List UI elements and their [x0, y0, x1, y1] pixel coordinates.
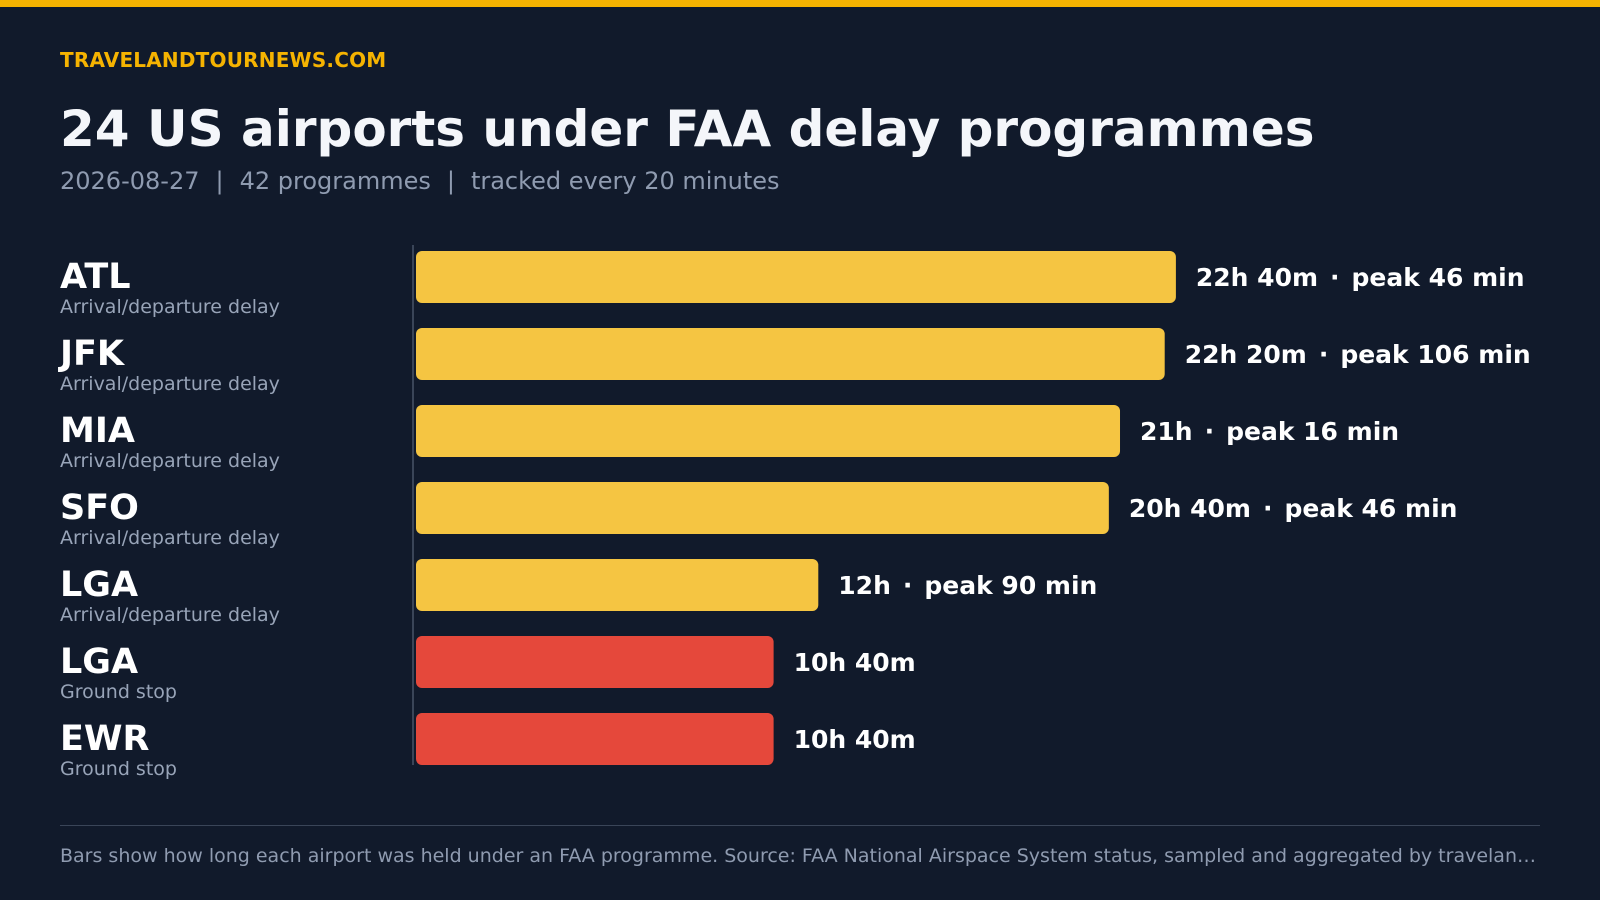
subtitle-programmes: 42 programmes	[239, 167, 431, 195]
duration-bar	[416, 482, 1109, 534]
duration-value-label: 10h 40m	[794, 648, 916, 677]
value-separator-dot: ·	[903, 571, 913, 600]
value-separator-dot: ·	[1319, 340, 1329, 369]
airport-code-label: JFK	[58, 334, 126, 374]
programme-type-label: Arrival/departure delay	[60, 373, 280, 395]
programme-type-label: Ground stop	[60, 681, 177, 703]
airport-code-label: LGA	[60, 642, 138, 682]
peak-delay-text: peak 106 min	[1340, 340, 1530, 369]
programme-type-label: Arrival/departure delay	[60, 604, 280, 626]
value-separator-dot: ·	[1263, 494, 1273, 523]
chart-title: 24 US airports under FAA delay programme…	[60, 100, 1315, 158]
duration-value-label: 22h 20m · peak 106 min	[1185, 340, 1531, 369]
subtitle-separator: |	[446, 167, 455, 195]
value-separator-dot: ·	[1205, 417, 1215, 446]
duration-bar	[416, 251, 1176, 303]
duration-text: 22h 40m	[1196, 263, 1318, 292]
duration-bar	[416, 559, 819, 611]
programme-type-label: Ground stop	[60, 758, 177, 780]
subtitle-date: 2026-08-27	[60, 167, 200, 195]
duration-bar	[416, 328, 1165, 380]
duration-value-label: 20h 40m · peak 46 min	[1129, 494, 1458, 523]
peak-delay-text: peak 46 min	[1284, 494, 1457, 523]
duration-text: 20h 40m	[1129, 494, 1251, 523]
source-footnote: Bars show how long each airport was held…	[60, 845, 1540, 867]
peak-delay-text: peak 90 min	[924, 571, 1097, 600]
subtitle-frequency: tracked every 20 minutes	[470, 167, 780, 195]
duration-text: 22h 20m	[1185, 340, 1307, 369]
duration-text: 10h 40m	[794, 648, 916, 677]
airport-code-label: MIA	[60, 411, 135, 451]
programme-type-label: Arrival/departure delay	[60, 527, 280, 549]
duration-value-label: 10h 40m	[794, 725, 916, 754]
brand-name[interactable]: TRAVELANDTOURNEWS.COM	[60, 48, 387, 72]
duration-bar	[416, 636, 774, 688]
programme-type-label: Arrival/departure delay	[60, 450, 280, 472]
duration-value-label: 22h 40m · peak 46 min	[1196, 263, 1525, 292]
airport-code-label: LGA	[60, 565, 138, 605]
duration-text: 21h	[1140, 417, 1193, 446]
duration-value-label: 21h · peak 16 min	[1140, 417, 1399, 446]
duration-text: 10h 40m	[794, 725, 916, 754]
top-accent-rule	[0, 0, 1600, 7]
value-separator-dot: ·	[1330, 263, 1340, 292]
duration-bar	[416, 405, 1121, 457]
duration-text: 12h	[838, 571, 891, 600]
peak-delay-text: peak 46 min	[1352, 263, 1525, 292]
footer-divider	[60, 825, 1540, 826]
airport-code-label: ATL	[60, 257, 131, 297]
duration-value-label: 12h · peak 90 min	[838, 571, 1097, 600]
subtitle-separator: |	[215, 167, 224, 195]
airport-code-label: EWR	[60, 719, 150, 759]
airport-code-label: SFO	[60, 488, 139, 528]
duration-bar	[416, 713, 774, 765]
programme-type-label: Arrival/departure delay	[60, 296, 280, 318]
chart-subtitle: 2026-08-27 | 42 programmes | tracked every 2…	[60, 167, 780, 195]
peak-delay-text: peak 16 min	[1226, 417, 1399, 446]
